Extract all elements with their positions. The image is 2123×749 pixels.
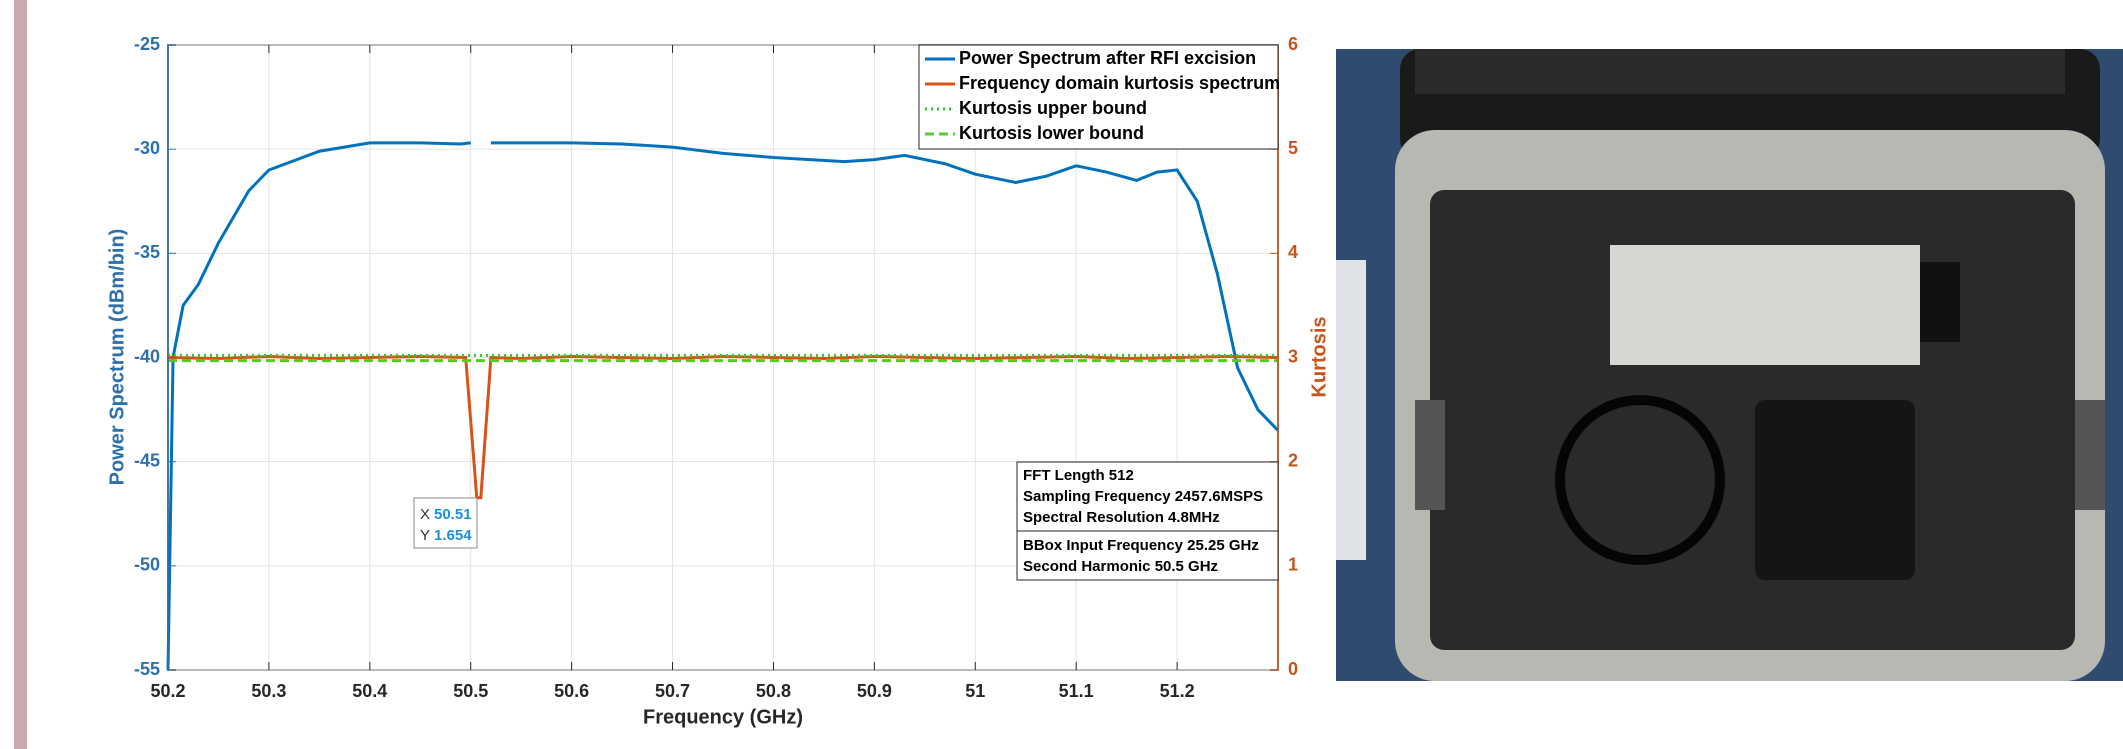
cable: [1555, 395, 1725, 565]
x-axis-label: Frequency (GHz): [643, 706, 803, 728]
y2-tick-label: 2: [1288, 450, 1298, 470]
x-tick-label: 50.8: [756, 681, 791, 701]
y2-tick-label: 4: [1288, 242, 1298, 262]
datatip-box: [413, 497, 478, 549]
legend-label: Power Spectrum after RFI excision: [959, 48, 1256, 68]
legend-frame: [918, 44, 1279, 150]
x-tick-label: 50.5: [453, 681, 488, 701]
y-tick-label: -45: [134, 450, 160, 470]
latch-left: [1415, 400, 1445, 510]
x-tick-label: 51.2: [1160, 681, 1195, 701]
y2-tick-label: 5: [1288, 138, 1298, 158]
x-tick-label: 50.7: [655, 681, 690, 701]
x-tick-label: 50.6: [554, 681, 589, 701]
side-bar: [14, 0, 27, 749]
axes: 50.2 50.3 50.4 50.5 50.6 50.7 50.8 50.9 51 51.1 51…: [134, 34, 1298, 701]
x-tick-label: 50.4: [352, 681, 387, 701]
info-box-frame: [1016, 461, 1279, 532]
legend-label: Kurtosis lower bound: [959, 123, 1144, 143]
paper: [1336, 260, 1366, 560]
y2-tick-label: 6: [1288, 34, 1298, 54]
datatip-label: X: [420, 506, 430, 523]
x-tick-label: 51.1: [1059, 681, 1094, 701]
y2-tick-label: 3: [1288, 346, 1298, 366]
legend: Power Spectrum after RFI excision Frequen…: [918, 44, 1280, 150]
legend-label: Kurtosis upper bound: [959, 98, 1147, 118]
legend-label: Frequency domain kurtosis spectrum: [959, 73, 1280, 93]
y-tick-label: -40: [134, 346, 160, 366]
info-text: Second Harmonic 50.5 GHz: [1023, 558, 1218, 575]
x-tick-label: 51: [965, 681, 985, 701]
x-tick-label: 50.2: [150, 681, 185, 701]
datatip-label: Y: [420, 527, 430, 544]
y-tick-label: -50: [134, 555, 160, 575]
series-line: [167, 354, 1279, 500]
series-line: [166, 141, 1280, 671]
info-box-frame: [1016, 530, 1279, 581]
device-connector: [1920, 262, 1960, 342]
x-tick-label: 50.9: [857, 681, 892, 701]
info-text: BBox Input Frequency 25.25 GHz: [1023, 537, 1259, 554]
latch-right: [2075, 400, 2105, 510]
info-text: Spectral Resolution 4.8MHz: [1023, 509, 1220, 526]
datatip: X 50.51 Y 1.654: [413, 497, 478, 549]
y2-tick-label: 0: [1288, 659, 1298, 679]
device: [1610, 245, 1920, 365]
y-axis-label: Power Spectrum (dBm/bin): [106, 229, 128, 486]
datatip-value: 1.654: [434, 527, 472, 544]
y2-tick-label: 1: [1288, 555, 1298, 575]
photo: [1336, 49, 2123, 681]
datatip-value: 50.51: [434, 506, 472, 523]
y-tick-label: -25: [134, 34, 160, 54]
y2-axis-label: Kurtosis: [1308, 316, 1330, 397]
lines: [166, 141, 1280, 671]
y-tick-label: -35: [134, 242, 160, 262]
info-box: FFT Length 512 Sampling Frequency 2457.6…: [1016, 461, 1279, 581]
info-text: FFT Length 512: [1023, 467, 1134, 484]
info-text: Sampling Frequency 2457.6MSPS: [1023, 488, 1263, 505]
y-tick-label: -30: [134, 138, 160, 158]
lid-foam: [1415, 49, 2065, 94]
x-tick-label: 50.3: [251, 681, 286, 701]
y-tick-label: -55: [134, 659, 160, 679]
power-supply: [1755, 400, 1915, 580]
